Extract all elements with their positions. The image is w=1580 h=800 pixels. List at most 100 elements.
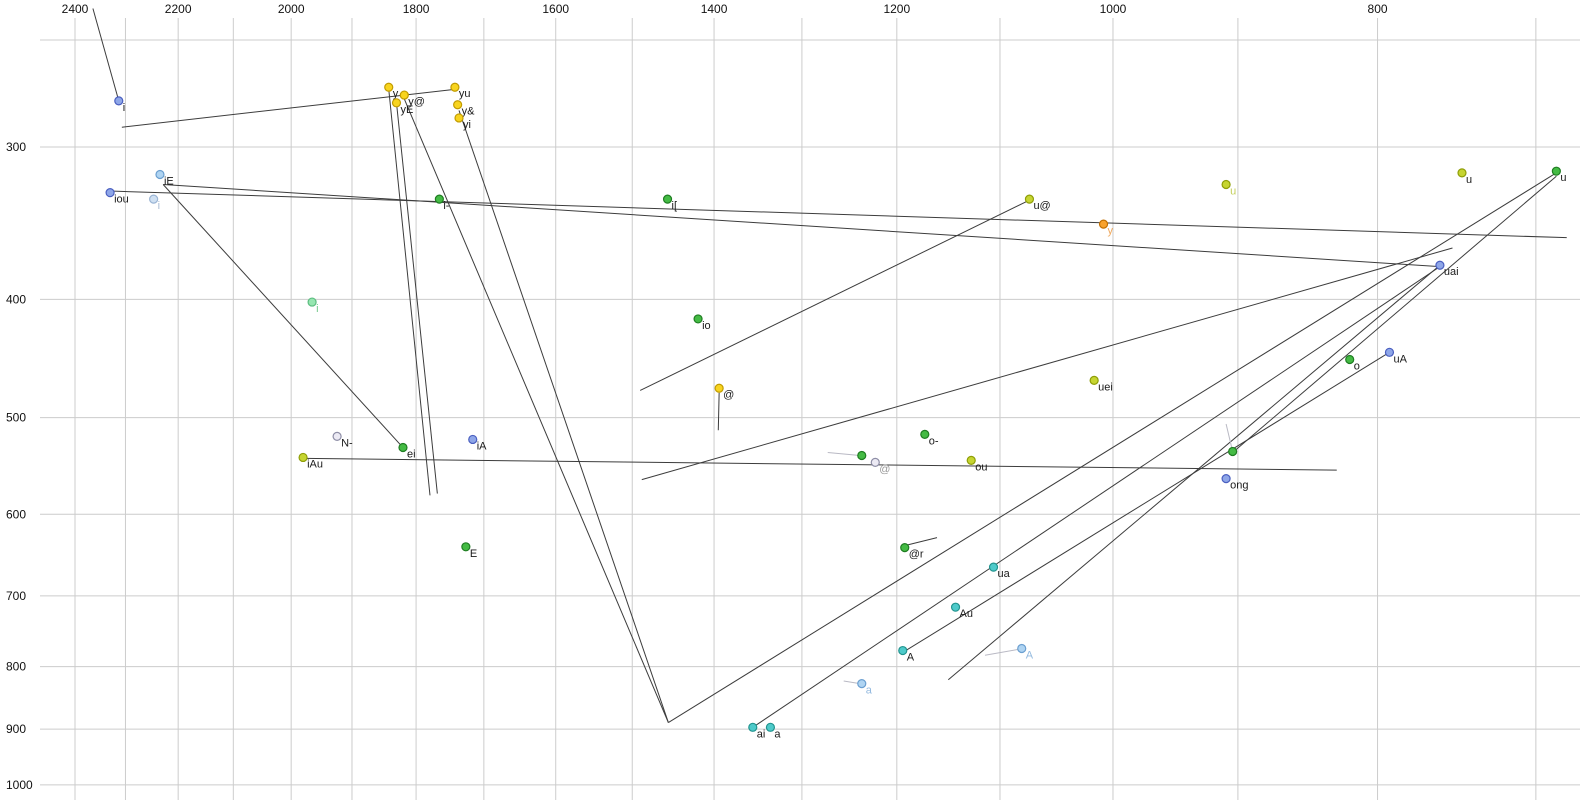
data-point-i[interactable] <box>307 297 317 307</box>
data-point-i-[interactable] <box>434 194 444 204</box>
data-point-a[interactable] <box>857 679 867 689</box>
data-point-i[interactable] <box>149 194 159 204</box>
trajectory-line <box>163 183 1440 268</box>
point-label: uei <box>1098 381 1113 393</box>
data-point-yi[interactable] <box>454 113 464 123</box>
data-point-@[interactable] <box>714 383 724 393</box>
point-label: ei <box>407 449 416 461</box>
data-point-iA[interactable] <box>468 434 478 445</box>
trajectory-line <box>1232 175 1557 453</box>
point-label: ua <box>998 568 1011 580</box>
trajectory-line <box>904 351 1390 652</box>
trajectory-line <box>1225 423 1234 452</box>
data-point-u[interactable] <box>1457 168 1467 178</box>
data-point-@r[interactable] <box>900 543 910 553</box>
data-point-u@[interactable] <box>1024 194 1035 204</box>
data-point-iAu[interactable] <box>298 452 308 463</box>
x-tick-label: 1200 <box>883 2 910 16</box>
point-label: u <box>1466 174 1472 186</box>
trajectory-line <box>843 680 860 685</box>
data-point-ua[interactable] <box>988 562 999 572</box>
point-label: iAu <box>307 458 323 470</box>
data-point-uai[interactable] <box>1435 260 1445 270</box>
data-point-A[interactable] <box>1017 643 1027 654</box>
x-tick-label: 800 <box>1368 2 1388 16</box>
trajectory-line <box>162 184 404 448</box>
point-label: iou <box>114 194 129 206</box>
data-point-ou[interactable] <box>966 455 976 465</box>
y-tick-label: 400 <box>6 292 26 306</box>
point-label: uA <box>1393 353 1407 365</box>
point-label: o- <box>929 435 939 447</box>
x-tick-label: 1400 <box>701 2 728 16</box>
x-tick-label: 2400 <box>62 2 89 16</box>
data-point-ei[interactable] <box>398 442 408 453</box>
data-point-uA[interactable] <box>1384 347 1395 357</box>
point-label: ou <box>975 461 987 473</box>
y-tick-label: 300 <box>6 140 26 154</box>
data-point-io[interactable] <box>693 314 703 324</box>
point-label: yi <box>463 119 471 131</box>
point-label: io <box>702 320 711 332</box>
data-point-E[interactable] <box>461 542 471 552</box>
point-label: N- <box>341 437 353 449</box>
data-point-ai[interactable] <box>748 722 758 732</box>
point-label: i <box>123 102 125 114</box>
point-label: i- <box>443 200 449 212</box>
point-label: iA <box>477 440 487 452</box>
x-tick-label: 2200 <box>165 2 192 16</box>
data-point-i[[interactable] <box>662 194 673 204</box>
point-label: a <box>866 685 873 697</box>
point-label: u <box>1560 172 1566 184</box>
data-point-A[interactable] <box>898 645 908 656</box>
data-point-N-[interactable] <box>332 431 342 441</box>
y-tick-label: 900 <box>6 722 26 736</box>
point-label: u <box>1230 185 1236 197</box>
trajectory-line <box>639 200 1029 391</box>
data-point-i[interactable] <box>114 96 124 106</box>
x-tick-label: 1800 <box>403 2 430 16</box>
data-point-o[interactable] <box>1345 354 1355 365</box>
y-tick-label: 700 <box>6 589 26 603</box>
point-label: yu <box>459 88 471 100</box>
trajectory-line <box>984 648 1020 656</box>
point-label: @ <box>879 463 890 475</box>
y-tick-label: 500 <box>6 411 26 425</box>
data-point[interactable] <box>857 450 867 461</box>
point-label: ai <box>757 728 766 740</box>
data-point-o-[interactable] <box>920 429 930 439</box>
data-point-u[interactable] <box>1221 179 1231 190</box>
point-label: A <box>1026 649 1034 661</box>
data-point[interactable] <box>1228 446 1238 457</box>
trajectory-line <box>305 457 1337 471</box>
point-label: y <box>393 88 399 100</box>
data-point-y[interactable] <box>1098 219 1109 229</box>
trajectory-line <box>110 190 1567 239</box>
data-point-y[interactable] <box>384 82 394 92</box>
trajectory-line <box>458 110 669 723</box>
data-point-y&[interactable] <box>453 100 463 110</box>
y-tick-label: 800 <box>6 660 26 674</box>
data-point-iou[interactable] <box>105 188 115 198</box>
data-point-uei[interactable] <box>1089 375 1099 385</box>
data-point-@[interactable] <box>870 457 880 467</box>
trajectory-line <box>641 247 1453 481</box>
data-point-y@[interactable] <box>399 90 409 100</box>
data-point-yu[interactable] <box>450 82 460 92</box>
point-label: @ <box>723 389 734 401</box>
point-label: A <box>907 652 915 664</box>
data-point-a[interactable] <box>765 722 776 732</box>
trajectory-line <box>92 8 120 102</box>
trajectory-line <box>668 172 1557 723</box>
y-tick-label: 600 <box>6 507 26 521</box>
data-point-u[interactable] <box>1551 166 1561 176</box>
data-point-ong[interactable] <box>1221 474 1231 484</box>
point-label: uai <box>1444 266 1459 278</box>
point-label: o <box>1354 360 1360 372</box>
data-point-Au[interactable] <box>950 602 961 612</box>
data-point-yE[interactable] <box>391 98 402 108</box>
data-point-iE[interactable] <box>155 169 165 180</box>
